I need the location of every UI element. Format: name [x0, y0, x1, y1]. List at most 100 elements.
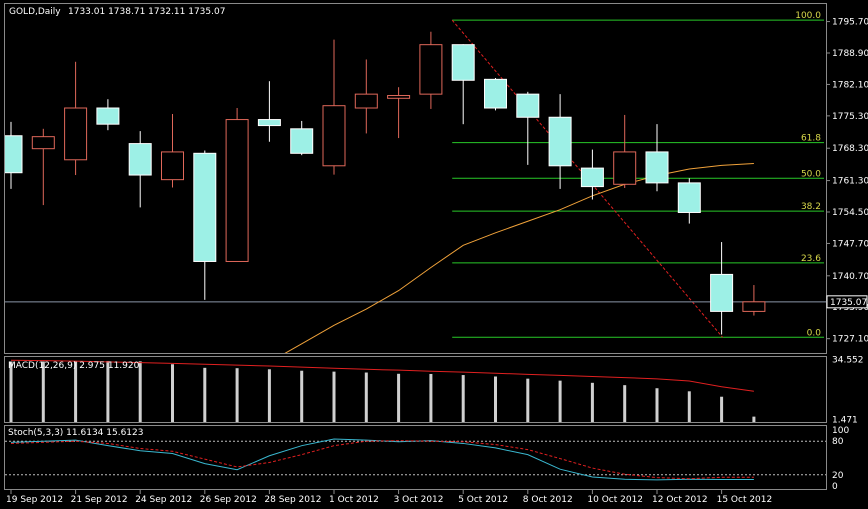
candle	[161, 114, 184, 188]
x-tick-label: 26 Sep 2012	[200, 495, 257, 505]
candle-body	[645, 151, 669, 184]
x-tick-label: 3 Oct 2012	[394, 495, 444, 505]
macd-histogram-bar	[461, 375, 465, 422]
candle	[387, 87, 411, 139]
macd-histogram-bar	[300, 370, 304, 422]
price-tick-label: 1775.30	[832, 112, 868, 122]
candle-body	[290, 128, 314, 154]
fib-level-label: 50.0	[801, 169, 821, 179]
candle-body	[322, 105, 346, 167]
candle-body	[31, 136, 55, 150]
price-tick-label: 1768.30	[832, 144, 868, 154]
candle	[613, 114, 637, 188]
x-tick-label: 12 Oct 2012	[652, 495, 708, 505]
price-tick-label: 1788.90	[832, 49, 868, 59]
candle	[516, 91, 540, 165]
price-tick-label: 1761.30	[832, 177, 868, 187]
macd-histogram-bar	[590, 382, 594, 422]
macd-histogram-bar	[171, 364, 174, 422]
macd-histogram-bar	[203, 367, 207, 422]
candle-body	[419, 44, 443, 95]
x-tick-label: 5 Oct 2012	[458, 495, 508, 505]
stoch-panel-frame	[4, 425, 827, 490]
macd-label: MACD(12,26,9) 2.975 11.920	[8, 361, 140, 371]
x-tick-label: 8 Oct 2012	[523, 495, 573, 505]
fib-level-label: 0.0	[807, 328, 822, 338]
candle-body	[64, 107, 88, 161]
candle-body	[128, 143, 152, 176]
candle-body	[5, 135, 23, 174]
stoch-tick-label: 20	[832, 471, 844, 481]
candle-body	[257, 119, 281, 127]
stoch-tick-label: 100	[832, 426, 849, 436]
candle	[742, 285, 766, 316]
price-tick-label: 1727.10	[832, 335, 868, 345]
chart-title: GOLD,Daily	[9, 7, 61, 17]
macd-histogram-bar	[74, 361, 78, 422]
candle	[96, 99, 120, 131]
price-tick-label: 1754.50	[832, 208, 868, 218]
fib-trend-line	[451, 19, 723, 338]
x-tick-label: 28 Sep 2012	[264, 495, 321, 505]
candle	[484, 77, 507, 111]
stoch-d-line	[10, 440, 754, 480]
macd-histogram-bar	[655, 388, 659, 422]
candle	[548, 94, 572, 189]
price-panel-frame	[4, 3, 827, 354]
candle-body	[451, 44, 475, 81]
current-price-box	[826, 295, 868, 309]
candle	[257, 81, 281, 142]
price-tick-label: 1782.10	[832, 80, 868, 90]
candle-body	[742, 301, 766, 312]
candle-body	[193, 152, 217, 262]
fib-level-label: 100.0	[795, 11, 821, 21]
macd-histogram-bar	[494, 376, 497, 422]
x-tick-label: 10 Oct 2012	[587, 495, 643, 505]
axis-layer: 1795.70 1788.90 1782.10 1775.30 1768.30 1761.…	[6, 18, 868, 505]
candle	[419, 31, 443, 109]
macd-layer	[9, 359, 756, 422]
macd-tick-label: 34.552	[832, 356, 864, 366]
candle	[710, 242, 734, 335]
x-tick-label: 15 Oct 2012	[717, 495, 773, 505]
candle-body	[580, 167, 604, 188]
x-tick-label: 21 Sep 2012	[71, 495, 128, 505]
macd-histogram-bar	[526, 378, 530, 422]
x-tick-label: 24 Sep 2012	[135, 495, 192, 505]
macd-histogram-bar	[364, 372, 368, 422]
stoch-label: Stoch(5,3,3) 11.6134 15.6123	[8, 428, 143, 438]
candle	[128, 131, 152, 208]
fib-level-label: 38.2	[801, 202, 821, 212]
candle	[64, 61, 88, 176]
macd-histogram-bar	[106, 360, 110, 422]
ohlc-label: 1733.01 1738.71 1732.11 1735.07	[68, 7, 225, 17]
macd-histogram-bar	[752, 416, 756, 422]
macd-histogram-bar	[138, 361, 142, 422]
candle-body	[354, 93, 378, 109]
candle	[5, 121, 23, 189]
candle	[31, 128, 55, 206]
stoch-layer	[5, 438, 826, 481]
candle	[451, 44, 475, 125]
macd-tick-label: 1.471	[832, 415, 858, 425]
macd-histogram-bar	[397, 373, 401, 422]
panel-frames	[4, 3, 827, 490]
candle-body	[613, 151, 637, 185]
candle-body	[161, 151, 184, 181]
macd-histogram-bar	[332, 371, 336, 422]
candle	[354, 59, 378, 134]
candle	[580, 149, 604, 200]
stoch-tick-label: 0	[832, 482, 838, 492]
x-tick-label: 1 Oct 2012	[329, 495, 379, 505]
price-tick-label: 1747.70	[832, 239, 868, 249]
price-tick-label: 1795.70	[832, 18, 868, 28]
macd-histogram-bar	[267, 369, 271, 422]
macd-panel-frame	[4, 356, 827, 423]
candle	[225, 108, 249, 262]
x-tick-label: 19 Sep 2012	[6, 495, 63, 505]
current-price-label: 1735.07	[830, 298, 867, 308]
candle-body	[225, 119, 249, 262]
candle-body	[387, 95, 411, 99]
candle-body	[484, 78, 507, 109]
